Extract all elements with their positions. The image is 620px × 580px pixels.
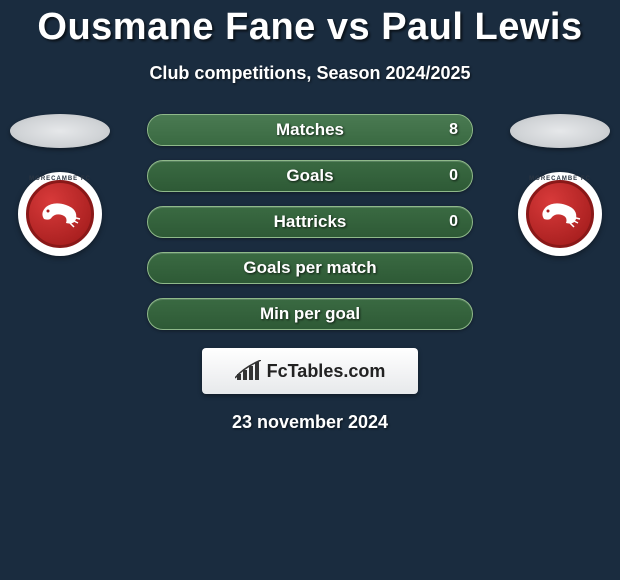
stat-label: Goals [286, 166, 333, 186]
stat-label: Matches [276, 120, 344, 140]
stat-value-right: 0 [449, 213, 458, 231]
branding-text: FcTables.com [267, 361, 386, 382]
club-left-shield-icon [26, 180, 94, 248]
shrimp-icon [538, 199, 582, 229]
stat-value-right: 8 [449, 121, 458, 139]
comparison-row: MORECAMBE FC Matches8Goals0Hattricks0Goa… [0, 84, 620, 330]
stat-label: Min per goal [260, 304, 360, 324]
stat-bar: Goals 0 [147, 160, 473, 192]
stat-label: Goals per match [243, 258, 376, 278]
player-left-club-badge: MORECAMBE FC [18, 172, 102, 256]
player-left-avatar [10, 114, 110, 148]
stat-bar: Matches 8 [147, 114, 473, 146]
bar-chart-icon [235, 360, 261, 382]
player-right-column: MORECAMBE FC [510, 114, 610, 256]
stat-value-right: 0 [449, 167, 458, 185]
footer-date: 23 november 2024 [0, 412, 620, 433]
stats-column: Matches 8 Goals 0 Hattricks 0 Goals per match M… [135, 114, 485, 330]
player-right-club-badge: MORECAMBE FC [518, 172, 602, 256]
page-title: Ousmane Fane vs Paul Lewis [0, 0, 620, 49]
club-right-shield-icon [526, 180, 594, 248]
stat-bar: Goals per match [147, 252, 473, 284]
stat-bar: Hattricks 0 [147, 206, 473, 238]
player-right-avatar [510, 114, 610, 148]
branding-box: FcTables.com [202, 348, 418, 394]
stat-label: Hattricks [274, 212, 347, 232]
stat-bar: Min per goal [147, 298, 473, 330]
shrimp-icon [38, 199, 82, 229]
player-left-column: MORECAMBE FC [10, 114, 110, 256]
page-subtitle: Club competitions, Season 2024/2025 [0, 63, 620, 84]
